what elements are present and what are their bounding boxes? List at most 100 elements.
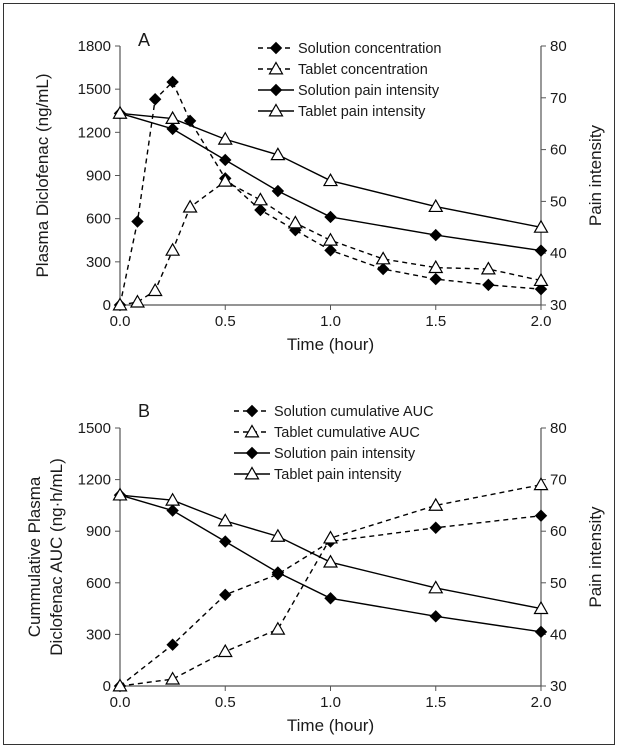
x-tick-label: 2.0 bbox=[531, 313, 552, 330]
y-tick-label-right: 60 bbox=[550, 142, 567, 159]
data-point bbox=[219, 153, 232, 167]
data-point bbox=[322, 232, 339, 246]
panel-letter: A bbox=[138, 30, 150, 50]
data-point bbox=[219, 535, 232, 548]
data-point bbox=[534, 509, 548, 522]
data-point bbox=[129, 294, 146, 308]
y-tick-label-left: 1500 bbox=[78, 81, 111, 98]
data-point bbox=[166, 75, 179, 89]
series-line bbox=[119, 484, 542, 687]
data-point bbox=[252, 192, 268, 206]
x-tick-label: 1.0 bbox=[320, 694, 341, 711]
x-tick-label: 0.5 bbox=[215, 694, 236, 711]
panel-a: 0.0 0.5 1.0 1.5 2.0 0 300 600 900 1200 1500 1800 30 4… bbox=[33, 30, 605, 354]
y-tick-label-right: 30 bbox=[550, 297, 567, 314]
y-tick-label-left: 1200 bbox=[78, 124, 111, 141]
data-point bbox=[533, 600, 549, 615]
data-point bbox=[429, 228, 442, 242]
legend-marker bbox=[269, 83, 283, 97]
x-tick-label: 1.5 bbox=[425, 694, 446, 711]
data-point bbox=[534, 282, 548, 296]
data-point bbox=[287, 215, 303, 229]
series-tablet-right bbox=[112, 487, 549, 615]
data-point bbox=[429, 272, 442, 286]
y-tick-label-right: 50 bbox=[550, 575, 567, 592]
data-point bbox=[271, 184, 285, 198]
panel-letter: B bbox=[138, 401, 150, 421]
data-point bbox=[148, 93, 162, 106]
x-tick-label: 2.0 bbox=[531, 694, 552, 711]
x-tick-label: 0.0 bbox=[110, 694, 131, 711]
data-point bbox=[165, 110, 181, 124]
y-tick-label-left: 0 bbox=[103, 297, 111, 314]
data-point bbox=[217, 131, 233, 145]
data-point bbox=[533, 477, 549, 491]
y-tick-label-left: 1500 bbox=[78, 420, 111, 437]
legend-marker bbox=[268, 61, 284, 75]
data-point bbox=[217, 643, 233, 658]
data-point bbox=[428, 198, 444, 213]
data-point bbox=[375, 251, 391, 265]
data-point bbox=[112, 105, 128, 119]
y-tick-label-left: 300 bbox=[86, 254, 111, 271]
data-point bbox=[480, 261, 496, 275]
y-axis-title-right: Pain intensity bbox=[586, 124, 605, 226]
panel-b: 0.0 0.5 1.0 1.5 2.0 0 300 600 900 1200 1500 30 40 50 6… bbox=[25, 401, 605, 735]
legend-label: Tablet pain intensity bbox=[298, 104, 426, 120]
series-line bbox=[119, 494, 542, 610]
data-point bbox=[112, 487, 128, 501]
legend-label: Tablet cumulative AUC bbox=[274, 425, 420, 441]
data-point bbox=[324, 592, 337, 605]
y-tick-label-left: 600 bbox=[86, 575, 111, 592]
y-tick-label-right: 80 bbox=[550, 420, 567, 437]
data-point bbox=[429, 610, 442, 623]
data-point bbox=[254, 203, 267, 217]
y-tick-label-left: 1800 bbox=[78, 38, 111, 55]
y-tick-label-right: 50 bbox=[550, 193, 567, 210]
data-point bbox=[322, 172, 339, 187]
y-axis-title-left-line2: Diclofenac AUC (ng·h/mL) bbox=[47, 458, 66, 655]
data-point bbox=[270, 528, 286, 542]
data-point bbox=[165, 242, 181, 256]
data-point bbox=[112, 297, 128, 311]
legend-label: Solution pain intensity bbox=[274, 446, 416, 462]
legend-marker bbox=[269, 41, 283, 55]
y-tick-label-left: 0 bbox=[103, 678, 111, 695]
data-point bbox=[322, 530, 339, 544]
data-point bbox=[324, 244, 337, 257]
legend-marker bbox=[245, 404, 259, 418]
data-point bbox=[534, 244, 548, 257]
legend-marker bbox=[244, 466, 260, 480]
data-point bbox=[131, 215, 144, 228]
legend-label: Tablet concentration bbox=[298, 62, 428, 78]
data-point bbox=[112, 678, 128, 692]
data-point bbox=[533, 219, 549, 233]
data-point bbox=[482, 278, 495, 292]
legend-marker bbox=[244, 424, 260, 438]
legend-label: Tablet pain intensity bbox=[274, 467, 402, 483]
legend-label: Solution pain intensity bbox=[298, 83, 440, 99]
data-point bbox=[428, 580, 444, 594]
data-point bbox=[324, 210, 337, 224]
y-tick-label-right: 30 bbox=[550, 678, 567, 695]
y-axis-title-left: Plasma Diclofenac (ng/mL) bbox=[33, 73, 52, 277]
data-point bbox=[270, 147, 286, 161]
data-point bbox=[182, 199, 198, 213]
y-tick-label-left: 900 bbox=[86, 523, 111, 540]
y-tick-label-left: 900 bbox=[86, 168, 111, 185]
legend-label: Solution cumulative AUC bbox=[274, 404, 434, 420]
data-point bbox=[147, 282, 163, 297]
y-tick-label-right: 70 bbox=[550, 90, 567, 107]
series-tablet-right bbox=[112, 105, 549, 233]
data-point bbox=[217, 513, 233, 527]
series-solution-right bbox=[113, 107, 548, 257]
data-point bbox=[534, 625, 548, 639]
y-tick-label-right: 60 bbox=[550, 523, 567, 540]
x-tick-label: 1.0 bbox=[320, 313, 341, 330]
legend-marker bbox=[268, 103, 284, 117]
data-point bbox=[376, 262, 390, 276]
y-tick-label-right: 40 bbox=[550, 245, 567, 262]
data-point bbox=[429, 521, 442, 534]
data-point bbox=[166, 504, 179, 517]
data-point bbox=[165, 492, 181, 506]
